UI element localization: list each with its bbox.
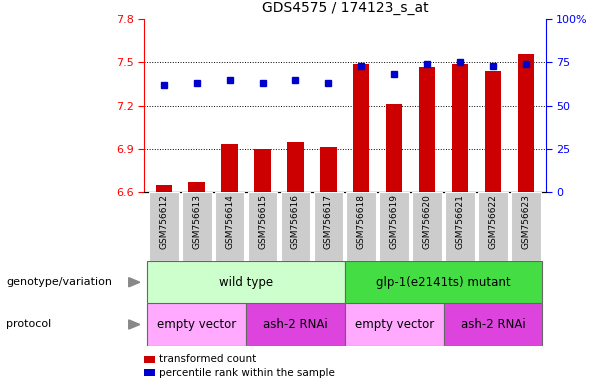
Bar <box>149 192 178 261</box>
Polygon shape <box>129 320 140 329</box>
Text: empty vector: empty vector <box>157 318 237 331</box>
Text: GSM756617: GSM756617 <box>324 194 333 249</box>
Bar <box>353 64 370 192</box>
Text: GSM756618: GSM756618 <box>357 194 366 249</box>
Text: glp-1(e2141ts) mutant: glp-1(e2141ts) mutant <box>376 276 511 289</box>
Text: GSM756623: GSM756623 <box>521 194 530 249</box>
Text: ash-2 RNAi: ash-2 RNAi <box>460 318 525 331</box>
Bar <box>254 149 271 192</box>
Bar <box>444 303 543 346</box>
Bar <box>287 142 303 192</box>
Text: GSM756615: GSM756615 <box>258 194 267 249</box>
Text: GSM756622: GSM756622 <box>489 194 497 249</box>
Bar <box>452 64 468 192</box>
Polygon shape <box>129 278 140 287</box>
Bar <box>345 303 444 346</box>
Text: GSM756620: GSM756620 <box>422 194 432 249</box>
Bar <box>144 356 155 363</box>
Bar <box>320 147 337 192</box>
Bar <box>156 185 172 192</box>
Bar <box>144 369 155 376</box>
Text: GSM756613: GSM756613 <box>192 194 201 249</box>
Bar <box>182 192 211 261</box>
Bar <box>188 182 205 192</box>
Text: GSM756612: GSM756612 <box>159 194 169 249</box>
Text: wild type: wild type <box>219 276 273 289</box>
Text: transformed count: transformed count <box>159 354 257 364</box>
Text: genotype/variation: genotype/variation <box>6 277 112 287</box>
Bar <box>346 192 376 261</box>
Bar <box>478 192 508 261</box>
Bar <box>246 303 345 346</box>
Bar <box>485 71 501 192</box>
Text: GSM756614: GSM756614 <box>225 194 234 249</box>
Bar <box>511 192 541 261</box>
Text: protocol: protocol <box>6 319 51 329</box>
Bar <box>379 192 409 261</box>
Text: empty vector: empty vector <box>354 318 434 331</box>
Bar <box>215 192 245 261</box>
Text: GSM756616: GSM756616 <box>291 194 300 249</box>
Bar <box>345 261 543 303</box>
Text: ash-2 RNAi: ash-2 RNAi <box>263 318 328 331</box>
Bar <box>147 303 246 346</box>
Bar <box>313 192 343 261</box>
Bar <box>445 192 475 261</box>
Bar <box>248 192 277 261</box>
Bar <box>413 192 442 261</box>
Bar <box>419 67 435 192</box>
Bar <box>281 192 310 261</box>
Text: GSM756619: GSM756619 <box>390 194 398 249</box>
Title: GDS4575 / 174123_s_at: GDS4575 / 174123_s_at <box>262 2 428 15</box>
Text: GSM756621: GSM756621 <box>455 194 465 249</box>
Bar <box>517 54 534 192</box>
Text: percentile rank within the sample: percentile rank within the sample <box>159 368 335 378</box>
Bar <box>386 104 402 192</box>
Bar <box>221 144 238 192</box>
Bar <box>147 261 345 303</box>
